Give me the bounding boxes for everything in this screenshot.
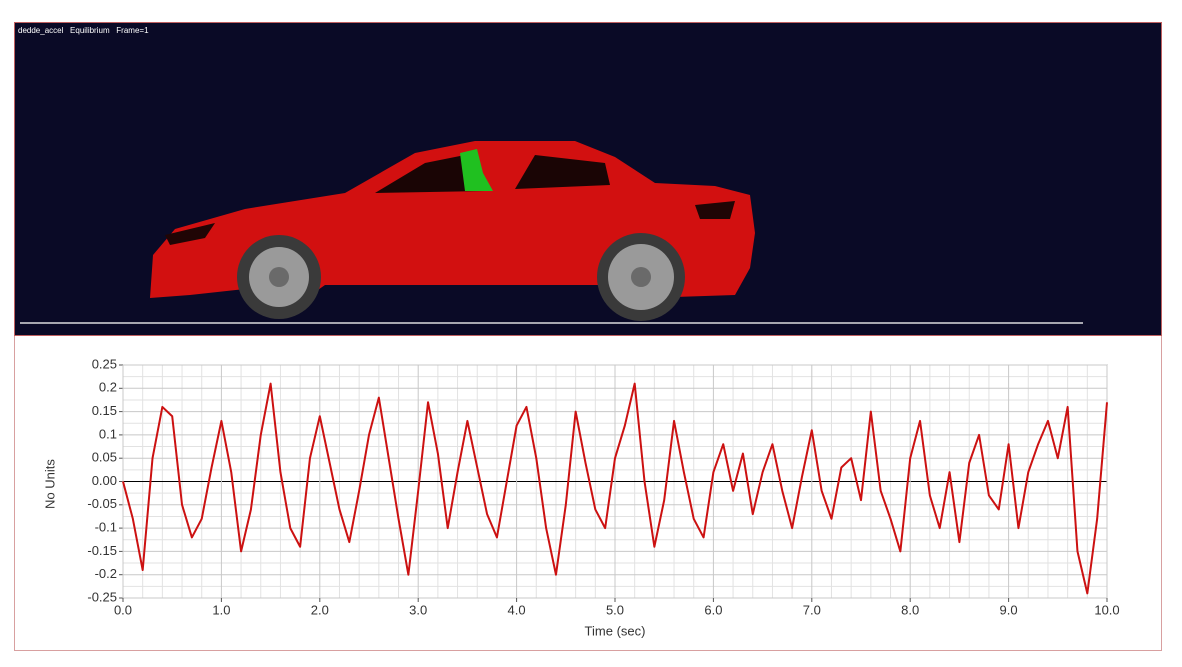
y-tick-label: 0.25 bbox=[92, 356, 117, 371]
rear-hub bbox=[269, 267, 289, 287]
x-tick-label: 7.0 bbox=[803, 602, 821, 617]
x-tick-label: 1.0 bbox=[212, 602, 230, 617]
x-axis-label: Time (sec) bbox=[585, 623, 646, 638]
y-tick-label: -0.2 bbox=[95, 566, 117, 581]
plot-panel: No Units Time (sec) -0.25 -0.2 -0.15 -0.1 -0… bbox=[14, 336, 1162, 651]
y-tick-label: -0.05 bbox=[87, 496, 117, 511]
x-tick-label: 6.0 bbox=[704, 602, 722, 617]
front-hub bbox=[631, 267, 651, 287]
x-tick-label: 0.0 bbox=[114, 602, 132, 617]
y-tick-label: 0.1 bbox=[99, 426, 117, 441]
y-axis-label: No Units bbox=[42, 459, 57, 509]
y-tick-label: 0.05 bbox=[92, 450, 117, 465]
x-tick-label: 10.0 bbox=[1094, 602, 1119, 617]
x-tick-label: 5.0 bbox=[606, 602, 624, 617]
data-line bbox=[122, 382, 1108, 595]
y-tick-label: 0.15 bbox=[92, 403, 117, 418]
x-tick-label: 3.0 bbox=[409, 602, 427, 617]
viewport-caption: dedde_accel Equilibrium Frame=1 bbox=[18, 26, 149, 35]
y-tick-label: -0.1 bbox=[95, 520, 117, 535]
viewport: dedde_accel Equilibrium Frame=1 bbox=[14, 22, 1162, 336]
y-tick-label: -0.25 bbox=[87, 589, 117, 604]
x-tick-label: 8.0 bbox=[901, 602, 919, 617]
y-tick-label: 0.00 bbox=[92, 473, 117, 488]
chart: No Units Time (sec) -0.25 -0.2 -0.15 -0.1 -0… bbox=[42, 356, 1119, 638]
x-tick-label: 2.0 bbox=[311, 602, 329, 617]
y-tick-label: 0.2 bbox=[99, 380, 117, 395]
y-tick-label: -0.15 bbox=[87, 543, 117, 558]
driver bbox=[460, 149, 493, 191]
car-windows bbox=[375, 153, 610, 193]
x-tick-label: 4.0 bbox=[508, 602, 526, 617]
car-scene bbox=[20, 141, 1083, 324]
x-tick-label: 9.0 bbox=[1000, 602, 1018, 617]
